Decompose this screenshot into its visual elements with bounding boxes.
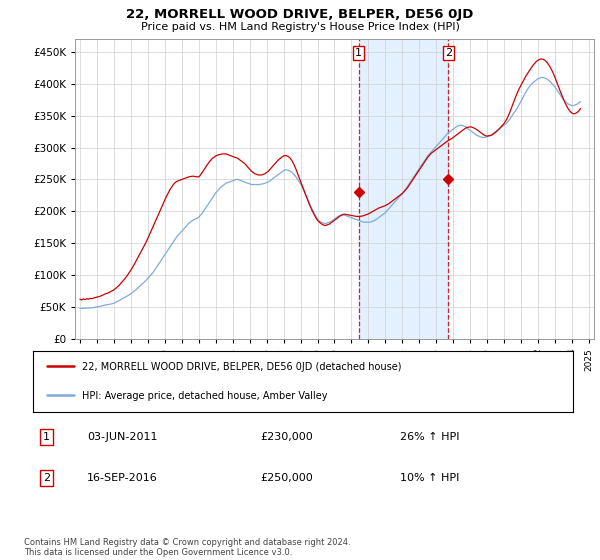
Text: HPI: Average price, detached house, Amber Valley: HPI: Average price, detached house, Ambe… <box>82 391 327 401</box>
Text: 1: 1 <box>355 48 362 58</box>
Text: 2: 2 <box>43 473 50 483</box>
Text: 2: 2 <box>445 48 452 58</box>
Text: 26% ↑ HPI: 26% ↑ HPI <box>400 432 460 442</box>
Text: 22, MORRELL WOOD DRIVE, BELPER, DE56 0JD (detached house): 22, MORRELL WOOD DRIVE, BELPER, DE56 0JD… <box>82 362 401 372</box>
Text: Contains HM Land Registry data © Crown copyright and database right 2024.
This d: Contains HM Land Registry data © Crown c… <box>24 538 350 557</box>
Text: 22, MORRELL WOOD DRIVE, BELPER, DE56 0JD: 22, MORRELL WOOD DRIVE, BELPER, DE56 0JD <box>127 8 473 21</box>
Text: 1: 1 <box>43 432 50 442</box>
Text: Price paid vs. HM Land Registry's House Price Index (HPI): Price paid vs. HM Land Registry's House … <box>140 22 460 32</box>
Text: £230,000: £230,000 <box>260 432 313 442</box>
Bar <box>359 39 448 339</box>
Text: £250,000: £250,000 <box>260 473 313 483</box>
Text: 16-SEP-2016: 16-SEP-2016 <box>87 473 158 483</box>
Text: 03-JUN-2011: 03-JUN-2011 <box>87 432 157 442</box>
Text: 10% ↑ HPI: 10% ↑ HPI <box>400 473 460 483</box>
